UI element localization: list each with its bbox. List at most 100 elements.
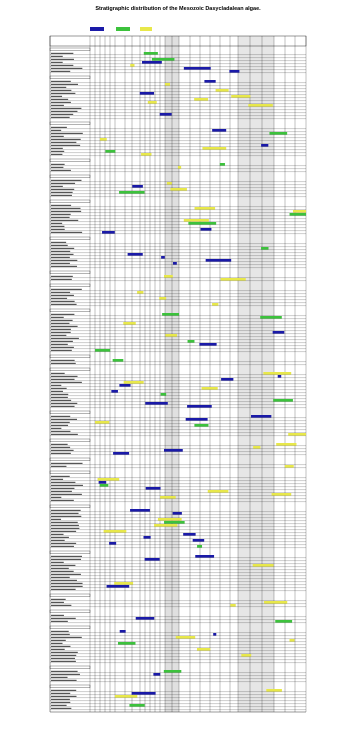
range-bar <box>99 484 109 487</box>
range-bar <box>159 113 172 116</box>
row-label <box>51 499 74 501</box>
range-bar <box>200 228 212 231</box>
range-bar <box>183 67 211 70</box>
row-label <box>51 147 63 149</box>
row-label <box>51 487 75 489</box>
row-label <box>51 648 65 650</box>
row-label <box>51 83 79 85</box>
row-label <box>51 166 64 168</box>
group-header <box>49 308 91 312</box>
range-bar <box>202 147 227 150</box>
row-label <box>51 555 82 557</box>
row-label <box>51 601 64 603</box>
row-label <box>51 337 79 339</box>
row-label <box>51 225 65 227</box>
row-label <box>51 126 67 128</box>
row-label <box>51 362 76 364</box>
range-bar <box>114 695 138 698</box>
group-header <box>49 625 91 629</box>
range-bar <box>229 70 240 73</box>
row-label <box>51 446 71 448</box>
row-label <box>51 645 71 647</box>
range-bar <box>204 80 216 83</box>
row-label <box>51 86 67 88</box>
range-bar <box>114 582 134 585</box>
row-label <box>51 313 75 315</box>
group-header <box>49 158 91 162</box>
row-label <box>51 110 78 112</box>
row-label <box>51 259 78 261</box>
row-label <box>51 509 81 511</box>
range-bar <box>266 689 282 692</box>
row-label <box>51 188 75 190</box>
row-label <box>51 135 64 137</box>
row-label <box>51 399 72 401</box>
row-label <box>51 80 71 82</box>
range-bar <box>272 331 285 334</box>
row-label <box>51 253 74 255</box>
range-bar <box>119 630 126 633</box>
row-label <box>51 518 62 520</box>
row-label <box>51 153 63 155</box>
row-label <box>51 481 76 483</box>
row-label <box>51 692 71 694</box>
range-bar <box>166 182 172 185</box>
range-bar <box>213 633 217 636</box>
range-bar <box>153 673 161 676</box>
row-label <box>51 303 77 305</box>
row-label <box>51 58 74 60</box>
range-bar <box>276 443 297 446</box>
range-bar <box>162 313 180 316</box>
range-bar <box>160 393 167 396</box>
row-label <box>51 349 72 351</box>
row-label <box>51 530 77 532</box>
range-bar <box>144 558 160 561</box>
group-header <box>49 593 91 597</box>
range-bar <box>98 481 107 484</box>
row-label <box>51 707 72 709</box>
row-label <box>51 265 78 267</box>
row-label <box>51 291 71 293</box>
row-label <box>51 191 73 193</box>
range-bar <box>164 521 185 524</box>
range-bar <box>102 231 115 234</box>
row-label <box>51 424 69 426</box>
group-header <box>49 438 91 442</box>
range-bar <box>95 421 110 424</box>
row-label <box>51 484 83 486</box>
range-bar <box>197 545 203 548</box>
row-label <box>51 633 70 635</box>
range-bar <box>253 446 261 449</box>
row-label <box>51 378 75 380</box>
row-label <box>51 673 80 675</box>
row-label <box>51 95 63 97</box>
row-label <box>51 322 70 324</box>
row-label <box>51 396 68 398</box>
range-bar <box>117 642 136 645</box>
row-label <box>51 262 70 264</box>
range-bar <box>288 433 306 436</box>
row-label <box>51 427 62 429</box>
row-label <box>51 319 73 321</box>
range-bar <box>157 518 182 521</box>
row-label <box>51 496 62 498</box>
range-bar <box>215 89 229 92</box>
row-label <box>51 256 70 258</box>
group-header <box>49 367 91 371</box>
legend-swatch <box>90 27 104 31</box>
row-label <box>51 101 71 103</box>
row-label <box>51 701 71 703</box>
row-label <box>51 651 78 653</box>
row-label <box>51 92 76 94</box>
range-bar <box>277 375 282 378</box>
range-bar <box>130 64 135 67</box>
row-label <box>51 219 79 221</box>
row-label <box>51 334 67 336</box>
range-bar <box>132 185 143 188</box>
range-bar <box>199 343 217 346</box>
row-label <box>51 449 74 451</box>
range-bar <box>105 150 116 153</box>
row-label <box>51 521 78 523</box>
range-bar <box>264 601 288 604</box>
